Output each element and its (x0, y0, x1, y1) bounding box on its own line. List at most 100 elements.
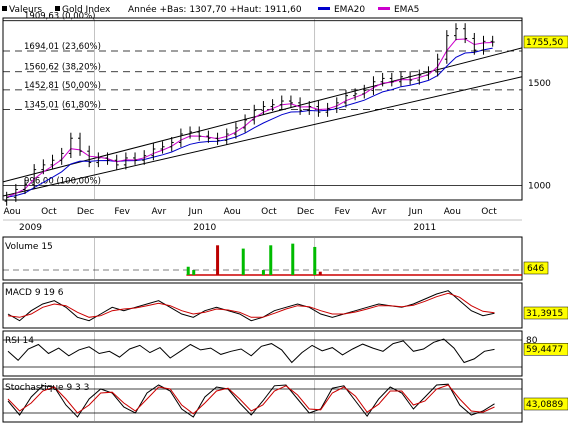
month-tick-label: Aou (4, 207, 21, 217)
ema5-line (6, 38, 493, 198)
volume-bar (192, 270, 196, 275)
price-bar (398, 71, 403, 87)
last-volume-label: 646 (527, 264, 544, 274)
year-label: 2009 (19, 223, 42, 233)
stochastic-grid (94, 379, 316, 422)
ema5-legend-swatch (378, 7, 390, 10)
price-bar (426, 66, 431, 80)
volume-bar (313, 246, 317, 275)
price-bar (343, 90, 348, 108)
rsi-tick-label-80: 80 (526, 336, 538, 346)
stochastic-d-line (7, 384, 495, 415)
volume-bar (186, 266, 190, 275)
last-price-label: 1755,50 (526, 38, 563, 48)
price-last-value-tag: 1755,50 (523, 35, 568, 49)
price-bar (178, 128, 183, 148)
price-bar (481, 35, 486, 55)
volume-bars (3, 243, 522, 276)
last-macd-label: 31,3915 (526, 309, 563, 319)
month-tick-label: Avr (372, 207, 387, 217)
rsi-lines (3, 338, 522, 368)
price-bar (206, 130, 211, 143)
price-bar (78, 132, 83, 156)
price-bars (4, 23, 495, 206)
price-bar (142, 150, 147, 165)
ema20-legend-label: EMA20 (334, 5, 365, 15)
month-tick-label: Oct (481, 207, 497, 217)
price-bar (435, 53, 440, 77)
price-bar (50, 154, 55, 170)
volume-bar (241, 248, 245, 275)
moving-averages (6, 38, 493, 198)
price-bar (151, 143, 156, 161)
volume-bar (291, 243, 295, 275)
price-bar (408, 71, 413, 85)
instrument-marker-icon (55, 6, 60, 11)
price-bar (288, 95, 293, 108)
price-bar (380, 72, 385, 87)
macd-panel-frame (2, 282, 523, 329)
macd-signal-line (7, 292, 495, 318)
macd-lines (7, 290, 495, 322)
price-bar (133, 152, 138, 165)
price-bar (169, 136, 174, 152)
stochastic-panel: Stochastique 9 3 3 43,0889 (2, 378, 568, 423)
month-tick-label: Aou (444, 207, 461, 217)
price-bar (270, 99, 275, 112)
series-marker-icon (2, 6, 7, 11)
price-bar (298, 97, 303, 115)
ema20-line (6, 47, 493, 198)
macd-panel: MACD 9 19 6 31,3915 (2, 282, 568, 329)
price-bar (334, 97, 339, 114)
rsi-grid (94, 331, 316, 376)
price-bar (463, 23, 468, 44)
price-panel: 1909,63 (0,00%) 1694,01 (23,60%) 1560,62 (… (2, 12, 568, 206)
last-rsi-box (523, 342, 568, 356)
price-bar (261, 101, 266, 115)
instrument-name: Gold Index (62, 5, 111, 15)
volume-bar (269, 245, 273, 275)
year-label: 2010 (193, 223, 216, 233)
price-bar (444, 30, 449, 64)
volume-panel: Volume 15 646 (2, 236, 549, 281)
rsi-title: RSI 14 (5, 336, 34, 346)
fibonacci-levels: 1909,63 (0,00%) 1694,01 (23,60%) 1560,62 (… (3, 12, 522, 186)
series-label: Valeurs (9, 5, 42, 15)
fib-label-4: 1345,01 (61,80%) (24, 100, 101, 110)
fib-label-0: 1909,63 (0,00%) (24, 12, 96, 22)
price-bar (307, 101, 312, 115)
month-tick-label: Oct (41, 207, 57, 217)
month-tick-label: Fev (114, 207, 130, 217)
price-bar (114, 154, 119, 170)
price-bar (23, 178, 28, 195)
month-tick-label: Jun (408, 207, 423, 217)
price-bar (353, 88, 358, 101)
price-bar (279, 95, 284, 110)
price-bar (68, 132, 73, 159)
month-tick-label: Avr (152, 207, 167, 217)
price-tick-label: 1500 (528, 79, 551, 89)
price-bar (123, 152, 128, 170)
volume-bar (261, 270, 265, 275)
last-volume-box (523, 261, 549, 275)
macd-title: MACD 9 19 6 (5, 288, 64, 298)
volume-title: Volume 15 (5, 242, 53, 252)
price-bar (453, 23, 458, 41)
channel-lower-line (2, 76, 523, 197)
fib-label-2: 1560,62 (38,20%) (24, 63, 101, 73)
stochastic-title: Stochastique 9 3 3 (5, 383, 89, 393)
month-tick-label: Dec (77, 207, 94, 217)
ema20-legend-swatch (318, 7, 330, 10)
price-tick-label: 1000 (528, 181, 551, 191)
price-bar (316, 101, 321, 117)
price-bar (233, 122, 238, 139)
last-price-box (523, 35, 568, 49)
price-bar (4, 191, 9, 206)
price-bar (224, 128, 229, 145)
price-bar (243, 114, 248, 133)
stochastic-k-line (7, 383, 495, 418)
macd-grid (94, 283, 316, 328)
rsi-panel: RSI 14 80 59,4477 (2, 330, 568, 377)
header-bar (0, 0, 568, 18)
last-stochastic-box (523, 397, 568, 411)
